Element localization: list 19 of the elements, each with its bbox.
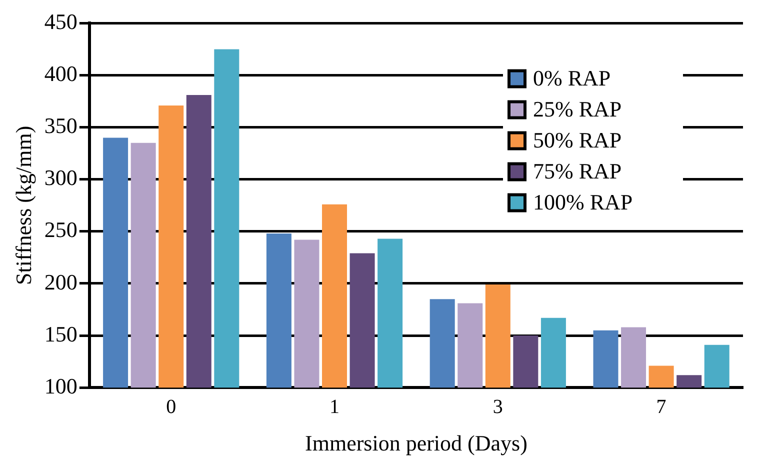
y-tick-label: 150 [44, 321, 78, 346]
legend-label: 0% RAP [533, 65, 611, 90]
y-tick-label: 350 [44, 113, 78, 138]
y-tick-label: 200 [44, 269, 78, 294]
x-tick-label: 1 [330, 396, 340, 418]
x-tick-label: 7 [656, 396, 666, 418]
y-tick-label: 450 [44, 8, 78, 34]
y-axis-title: Stiffness (kg/mm) [10, 126, 36, 285]
legend-label: 50% RAP [533, 127, 622, 152]
legend-label: 75% RAP [533, 158, 622, 184]
y-tick-label: 100 [44, 373, 78, 398]
y-tick-label: 400 [44, 61, 78, 86]
x-axis-title: Immersion period (Days) [305, 430, 528, 456]
legend-label: 100% RAP [533, 189, 633, 214]
y-tick-label: 300 [44, 165, 78, 190]
x-tick-label: 0 [166, 396, 176, 418]
legend-label: 25% RAP [533, 96, 622, 122]
y-tick-label: 250 [44, 217, 78, 242]
x-tick-label: 3 [492, 396, 503, 418]
